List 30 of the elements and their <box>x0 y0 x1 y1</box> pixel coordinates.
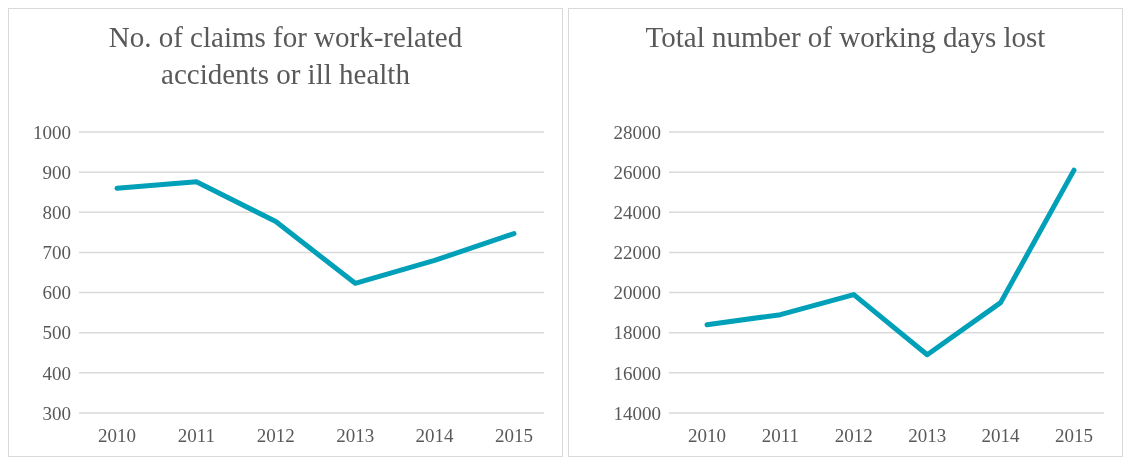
x-tick-label: 2011 <box>177 425 216 447</box>
y-tick-label: 300 <box>42 402 71 424</box>
y-tick-label: 400 <box>42 362 71 384</box>
x-tick-label: 2010 <box>688 425 726 447</box>
y-tick-label: 24000 <box>613 202 661 224</box>
x-tick-label: 2011 <box>761 425 800 447</box>
x-tick-label: 2014 <box>981 425 1021 447</box>
y-tick-label: 26000 <box>613 161 661 183</box>
x-tick-label: 2012 <box>256 425 295 447</box>
x-tick-label: 2010 <box>98 425 136 447</box>
x-tick-label: 2012 <box>834 425 873 447</box>
y-tick-label: 22000 <box>613 242 661 264</box>
y-tick-label: 600 <box>42 282 71 304</box>
y-tick-label: 800 <box>42 202 71 224</box>
y-tick-label: 20000 <box>613 282 661 304</box>
y-tick-label: 18000 <box>613 322 661 344</box>
y-tick-label: 28000 <box>613 121 661 143</box>
x-tick-label: 2014 <box>415 425 455 447</box>
y-tick-label: 900 <box>42 161 71 183</box>
x-tick-label: 2013 <box>336 425 375 447</box>
y-tick-label: 1000 <box>33 121 71 143</box>
y-tick-label: 700 <box>42 242 71 264</box>
chart-title: No. of claims for work-related accidents or ill health <box>107 20 464 92</box>
y-tick-label: 500 <box>42 322 71 344</box>
x-tick-label: 2015 <box>495 425 533 447</box>
x-tick-label: 2015 <box>1055 425 1093 447</box>
y-tick-label: 14000 <box>613 402 661 424</box>
x-tick-label: 2013 <box>908 425 947 447</box>
y-tick-label: 16000 <box>613 362 661 384</box>
chart-title: Total number of working days lost <box>644 20 1047 55</box>
